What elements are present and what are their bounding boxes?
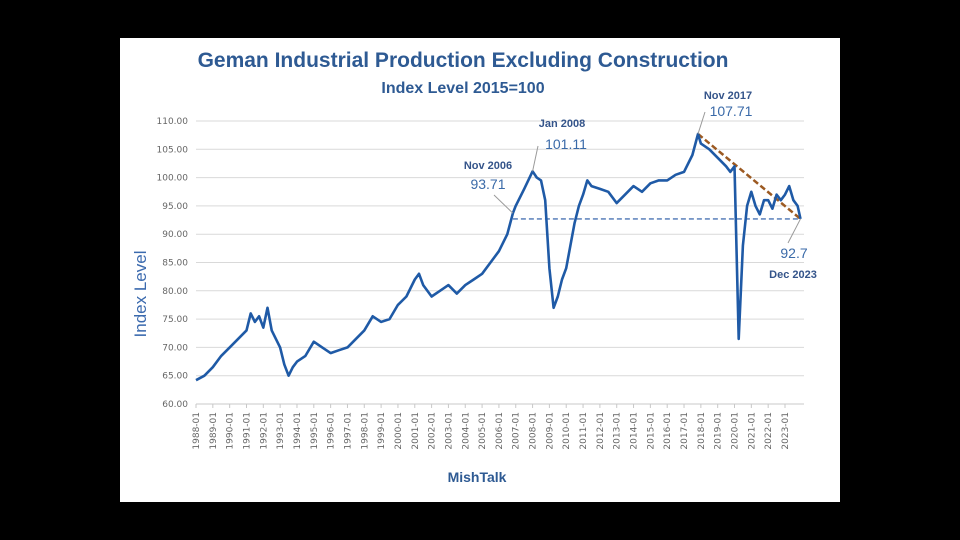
x-tick-label: 2022-01: [764, 412, 774, 450]
annotation-date: Dec 2023: [769, 269, 817, 281]
x-tick-label: 2001-01: [411, 412, 421, 450]
trend-line: [697, 132, 802, 220]
y-tick-label: 110.00: [157, 117, 189, 127]
x-tick-label: 2020-01: [731, 412, 741, 450]
y-tick-label: 85.00: [162, 259, 188, 269]
annotations: Nov 2006 93.71 Jan 2008 101.11 Nov 2017107.7…: [464, 90, 817, 281]
chart-title: Geman Industrial Production Excluding Co…: [198, 49, 729, 72]
chart-subtitle: Index Level 2015=100: [381, 80, 544, 97]
annotation-value: 93.71: [470, 176, 505, 192]
y-tick-label: 100.00: [157, 174, 189, 184]
x-tick-label: 1990-01: [226, 412, 236, 450]
y-tick-label: 75.00: [162, 315, 188, 325]
x-tick-label: 2008-01: [529, 412, 539, 450]
series-line: [195, 132, 802, 382]
y-tick-label: 90.00: [162, 230, 188, 240]
annotation-leader-line: [493, 194, 514, 214]
x-tick-label: 2009-01: [545, 412, 555, 450]
annotation-value: 101.11: [545, 136, 587, 152]
x-tick-label: 2014-01: [630, 412, 640, 450]
x-tick-label: 2006-01: [495, 412, 505, 450]
x-tick-label: 1992-01: [259, 412, 269, 450]
x-tick-label: 1998-01: [360, 412, 370, 450]
y-tick-label: 80.00: [162, 287, 188, 297]
annotation-value: 107.71: [710, 103, 753, 119]
x-axis-label: MishTalk: [448, 469, 507, 485]
annotation-value: 92.7: [780, 245, 807, 261]
x-tick-label: 1997-01: [343, 412, 353, 450]
x-tick-label: 1993-01: [276, 412, 286, 450]
x-tick-label: 2019-01: [714, 412, 724, 450]
y-tick-label: 60.00: [162, 400, 188, 410]
x-tick-label: 1995-01: [310, 412, 320, 450]
annotation-leader-line: [697, 111, 706, 135]
x-tick-label: 1996-01: [327, 412, 337, 450]
annotation-leader-line: [532, 145, 539, 172]
annotation-date: Nov 2017: [704, 90, 752, 102]
y-tick-label: 95.00: [162, 202, 188, 212]
x-tick-label: 1999-01: [377, 412, 387, 450]
x-axis-ticks: 1988-01 1989-01 1990-01 1991-01 1992-01 1993-…: [192, 403, 804, 450]
y-tick-label: 65.00: [162, 372, 188, 382]
x-tick-label: 2002-01: [428, 412, 438, 450]
annotation-date: Nov 2006: [464, 160, 512, 172]
x-tick-label: 2017-01: [680, 412, 690, 450]
x-tick-label: 1994-01: [293, 412, 303, 450]
chart-card: Geman Industrial Production Excluding Co…: [120, 38, 840, 502]
x-tick-label: 1991-01: [242, 412, 252, 450]
x-tick-label: 2004-01: [461, 412, 471, 450]
y-tick-label: 70.00: [162, 343, 188, 353]
x-tick-label: 2003-01: [444, 412, 454, 450]
annotation-leader-line: [787, 218, 801, 244]
line-chart: Geman Industrial Production Excluding Co…: [131, 49, 817, 485]
x-tick-label: 2023-01: [781, 412, 791, 450]
x-tick-label: 1988-01: [192, 412, 202, 450]
y-tick-label: 105.00: [157, 145, 189, 155]
x-tick-label: 2005-01: [478, 412, 488, 450]
x-tick-label: 2015-01: [646, 412, 656, 450]
x-tick-label: 2016-01: [663, 412, 673, 450]
gridlines: [196, 120, 804, 405]
x-tick-label: 2012-01: [596, 412, 606, 450]
series-group: [195, 132, 802, 382]
x-tick-label: 2007-01: [512, 412, 522, 450]
x-tick-label: 2000-01: [394, 412, 404, 450]
x-tick-label: 1989-01: [209, 412, 219, 450]
y-axis-label: Index Level: [131, 251, 150, 338]
x-tick-label: 2021-01: [747, 412, 757, 450]
reference-lines: [512, 132, 802, 220]
annotation-date: Jan 2008: [539, 118, 585, 130]
x-tick-label: 2011-01: [579, 412, 589, 450]
x-tick-label: 2010-01: [562, 412, 572, 450]
x-tick-label: 2018-01: [697, 412, 707, 450]
x-tick-label: 2013-01: [613, 412, 623, 450]
y-axis-ticks: 60.00 65.00 70.00 75.00 80.00 85.00 90.00 95.00…: [157, 117, 189, 410]
